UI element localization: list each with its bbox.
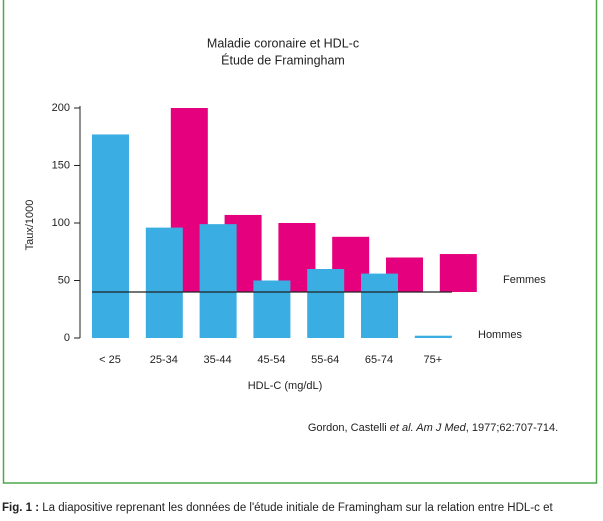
bar <box>307 269 345 338</box>
caption: Fig. 1 : La diapositive reprenant les do… <box>2 502 553 514</box>
x-tick-label: 75+ <box>423 354 442 366</box>
bar <box>414 335 452 338</box>
legend-label: Femmes <box>503 274 546 286</box>
bar <box>361 273 398 338</box>
y-axis-label: Taux/1000 <box>24 200 36 251</box>
x-tick-label: < 25 <box>99 354 121 366</box>
bar <box>439 254 477 292</box>
x-tick-label: 65-74 <box>365 354 393 366</box>
citation-part: Gordon, Castelli <box>308 422 390 434</box>
x-tick-label: 25-34 <box>150 354 178 366</box>
frame <box>2 0 598 484</box>
x-tick-label: 35-44 <box>204 354 232 366</box>
citation-part: , 1977;62:707-714. <box>466 422 558 434</box>
y-tick-label: 0 <box>64 332 70 344</box>
y-tick-label: 150 <box>52 159 70 171</box>
bar <box>92 134 129 338</box>
citation-part: et al. Am J Med <box>390 422 467 434</box>
legend-label: Hommes <box>478 329 523 341</box>
chart-title: Maladie coronaire et HDL-c <box>207 36 359 50</box>
y-tick-label: 200 <box>52 102 70 114</box>
x-tick-label: 45-54 <box>257 354 285 366</box>
citation: Gordon, Castelli et al. Am J Med, 1977;6… <box>308 422 558 434</box>
caption-text: La diapositive reprenant les données de … <box>39 502 553 514</box>
bar <box>145 227 183 338</box>
x-axis-label: HDL-C (mg/dL) <box>248 380 323 392</box>
caption-label: Fig. 1 : <box>2 502 39 514</box>
bar <box>253 280 291 338</box>
y-tick-label: 50 <box>58 274 70 286</box>
x-tick-label: 55-64 <box>311 354 339 366</box>
bar <box>199 224 237 338</box>
y-tick-label: 100 <box>52 217 70 229</box>
chart-subtitle: Étude de Framingham <box>221 52 345 67</box>
